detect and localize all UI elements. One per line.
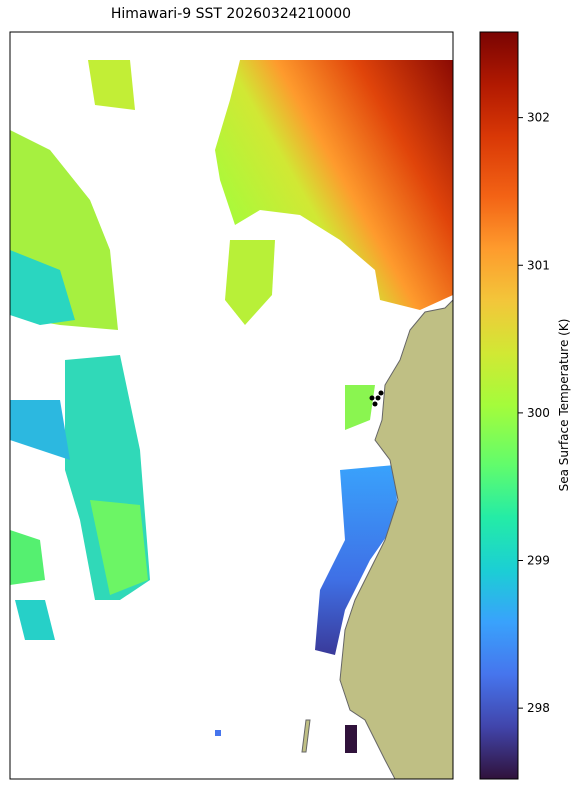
sst-pixel <box>215 730 221 736</box>
sst-region <box>15 600 55 640</box>
sst-region <box>345 385 375 430</box>
marker <box>378 390 384 396</box>
sst-region <box>225 240 275 325</box>
sst-region <box>10 530 45 585</box>
marker <box>375 395 381 401</box>
sst-region <box>315 465 398 655</box>
colorbar-label: Sea Surface Temperature (K) <box>557 319 571 492</box>
colorbar-tick-label: 299 <box>527 554 550 568</box>
colorbar-tick-label: 298 <box>527 701 550 715</box>
colorbar-tick-label: 302 <box>527 111 550 125</box>
sst-region <box>10 400 70 460</box>
sst-region <box>88 60 135 110</box>
map-frame <box>9 31 454 780</box>
sst-region <box>10 250 75 325</box>
marker <box>369 395 375 401</box>
colorbar-tick-label: 301 <box>527 258 550 272</box>
map-title: Himawari-9 SST 20260324210000 <box>111 6 351 22</box>
marker <box>372 401 378 407</box>
map-panel <box>9 31 454 780</box>
colorbar-tick-label: 300 <box>527 406 550 420</box>
sst-region <box>90 500 148 595</box>
colorbar: 298 299 300 301 302 <box>479 31 550 780</box>
land <box>301 719 311 753</box>
land <box>339 298 454 780</box>
colorbar-ramp <box>479 31 519 780</box>
sst-warm-region <box>215 60 453 310</box>
sst-pixel <box>345 725 357 753</box>
